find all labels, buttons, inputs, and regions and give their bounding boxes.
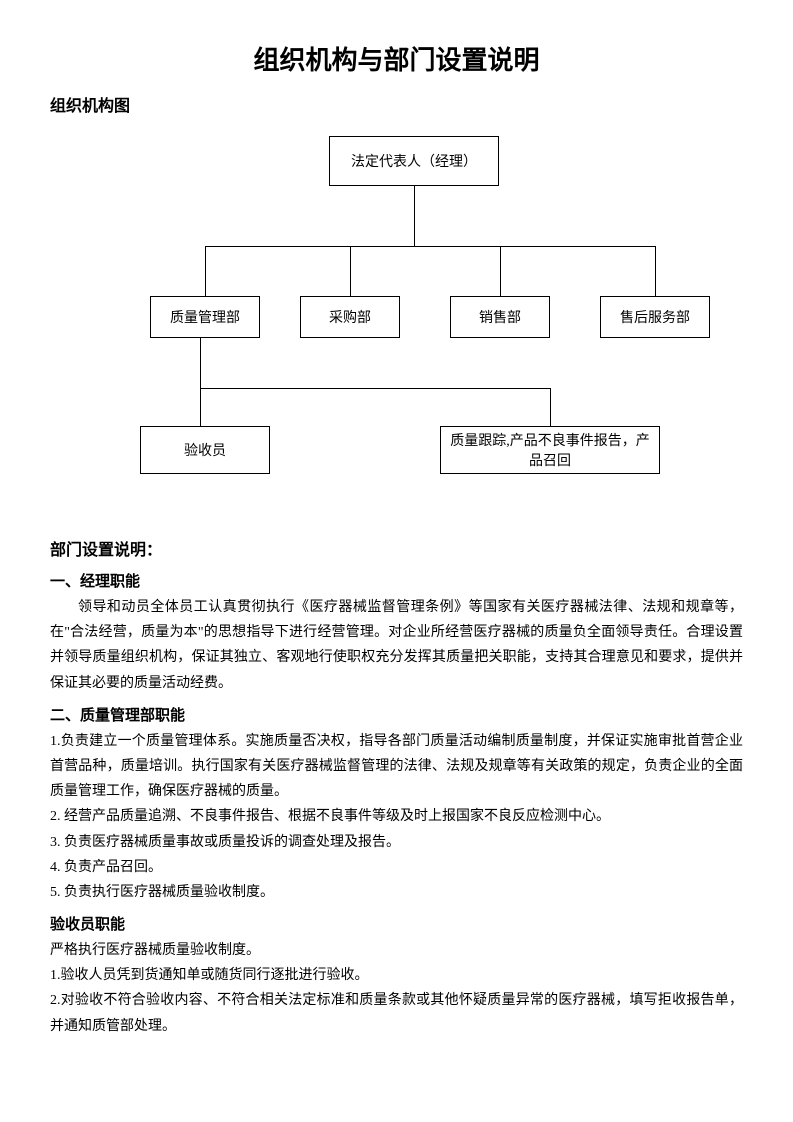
org-connector-2	[205, 246, 206, 296]
section-1-para-2: 3. 负责医疗器械质量事故或质量投诉的调查处理及报告。	[50, 830, 743, 855]
section-2-para-2: 2.对验收不符合验收内容、不符合相关法定标准和质量条款或其他怀疑质量异常的医疗器…	[50, 988, 743, 1038]
org-chart-heading: 组织机构图	[50, 92, 743, 116]
section-2-para-0: 严格执行医疗器械质量验收制度。	[50, 938, 743, 963]
org-connector-8	[200, 388, 201, 426]
org-connector-1	[205, 246, 655, 247]
org-node-root: 法定代表人（经理）	[329, 136, 499, 186]
section-heading-1: 二、质量管理部职能	[50, 704, 743, 725]
page-title: 组织机构与部门设置说明	[50, 40, 743, 77]
org-node-sub2: 质量跟踪,产品不良事件报告，产品召回	[440, 426, 660, 474]
org-node-dept2: 采购部	[300, 296, 400, 338]
section-1-para-1: 2. 经营产品质量追溯、不良事件报告、根据不良事件等级及时上报国家不良反应检测中…	[50, 804, 743, 829]
org-node-dept3: 销售部	[450, 296, 550, 338]
org-connector-9	[550, 388, 551, 426]
org-chart: 法定代表人（经理） 质量管理部采购部 销售部 售后服务部验收员 质量跟踪,产品不良事件报…	[50, 126, 743, 516]
sections-container: 一、经理职能领导和动员全体员工认真贯彻执行《医疗器械监督管理条例》等国家有关医疗…	[50, 570, 743, 1039]
section-2-para-1: 1.验收人员凭到货通知单或随货同行逐批进行验收。	[50, 963, 743, 988]
section-heading-0: 一、经理职能	[50, 570, 743, 591]
org-connector-5	[655, 246, 656, 296]
section-1-para-0: 1.负责建立一个质量管理体系。实施质量否决权，指导各部门质量活动编制质量制度，并…	[50, 729, 743, 805]
org-node-sub1: 验收员	[140, 426, 270, 474]
dept-settings-heading: 部门设置说明：	[50, 536, 743, 560]
org-connector-3	[350, 246, 351, 296]
org-connector-0	[414, 186, 415, 246]
org-connector-6	[200, 338, 201, 388]
section-1-para-4: 5. 负责执行医疗器械质量验收制度。	[50, 880, 743, 905]
section-1-para-3: 4. 负责产品召回。	[50, 855, 743, 880]
org-connector-4	[500, 246, 501, 296]
section-0-para-0: 领导和动员全体员工认真贯彻执行《医疗器械监督管理条例》等国家有关医疗器械法律、法…	[50, 595, 743, 696]
org-connector-7	[200, 388, 550, 389]
section-heading-2: 验收员职能	[50, 913, 743, 934]
org-node-dept4: 售后服务部	[600, 296, 710, 338]
org-node-dept1: 质量管理部	[150, 296, 260, 338]
